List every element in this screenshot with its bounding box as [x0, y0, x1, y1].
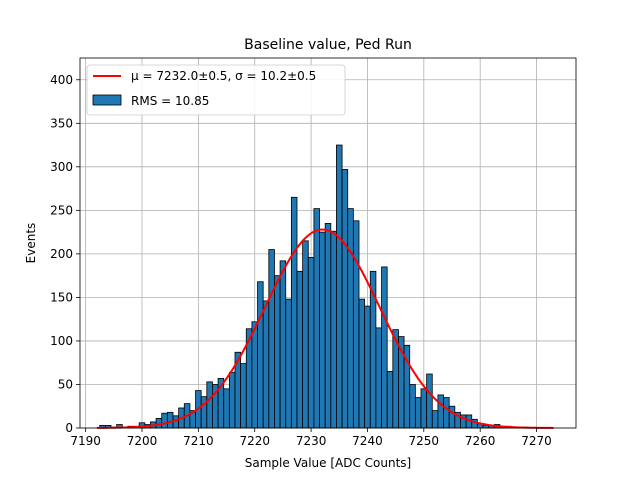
x-tick-label: 7200: [127, 434, 158, 448]
x-tick-label: 7270: [521, 434, 552, 448]
histogram-bar: [285, 298, 292, 429]
y-tick-label: 200: [50, 247, 73, 261]
histogram-bar: [206, 381, 213, 429]
histogram-bar: [313, 208, 320, 429]
histogram-bar: [431, 410, 439, 429]
x-tick-label: 7190: [70, 434, 101, 448]
x-tick-label: 7250: [409, 434, 440, 448]
histogram-bar: [251, 321, 258, 429]
histogram-bar: [240, 363, 247, 429]
histogram-bar: [166, 411, 174, 429]
histogram-bar: [336, 144, 343, 429]
histogram-bar: [279, 260, 287, 429]
histogram-bar: [161, 412, 168, 429]
x-tick-label: 7210: [183, 434, 214, 448]
plot-frame: [79, 57, 577, 429]
histogram-bar: [228, 371, 236, 429]
histogram-bar: [364, 305, 371, 429]
x-tick-label: 7220: [239, 434, 270, 448]
legend: μ = 7232.0±0.5, σ = 10.2±0.5 RMS = 10.85: [86, 64, 346, 116]
histogram-bar: [358, 298, 366, 429]
histogram-bar: [302, 240, 309, 429]
gaussian-fit-curve: [96, 228, 554, 429]
histogram-bar: [347, 208, 354, 429]
y-tick-label: 300: [50, 160, 73, 174]
x-tick-label: 7230: [296, 434, 327, 448]
y-tick-label: 50: [58, 377, 73, 391]
histogram-bar: [257, 281, 264, 429]
histogram-bar: [223, 388, 230, 429]
legend-rms-label: RMS = 10.85: [131, 94, 209, 108]
histogram-bar: [296, 270, 304, 429]
x-tick-label: 7260: [465, 434, 496, 448]
legend-fit-label: μ = 7232.0±0.5, σ = 10.2±0.5: [131, 69, 316, 83]
histogram-bar: [330, 230, 337, 429]
histogram-bar: [409, 384, 416, 429]
histogram-bar: [290, 196, 298, 429]
x-axis-ticks: 7190 7200 7210 7220 7230 7240 7250 7260 7270: [70, 428, 552, 448]
y-tick-label: 0: [65, 421, 73, 435]
y-tick-label: 100: [50, 334, 73, 348]
y-tick-label: 400: [50, 73, 73, 87]
histogram-bar: [414, 397, 422, 429]
legend-histogram-swatch: [92, 94, 122, 106]
chart-title: Baseline value, Ped Run: [244, 37, 412, 53]
histogram-bar: [274, 275, 281, 429]
histogram-bar: [324, 223, 332, 429]
histogram-bar: [341, 169, 349, 429]
x-axis-label: Sample Value [ADC Counts]: [245, 456, 411, 470]
histogram-bar: [381, 266, 388, 429]
histogram-bar: [352, 220, 360, 429]
y-tick-label: 250: [50, 203, 73, 217]
histogram-bar: [307, 256, 315, 429]
y-tick-label: 150: [50, 290, 73, 304]
histogram-bar: [448, 405, 456, 429]
histogram-bar: [268, 249, 275, 429]
x-tick-label: 7240: [352, 434, 383, 448]
histogram-bar: [420, 388, 428, 429]
histogram-bar: [262, 300, 270, 429]
y-axis-label: Events: [24, 223, 38, 264]
histogram-bar: [386, 371, 394, 429]
histogram-bar: [426, 373, 433, 429]
histogram-bar: [437, 394, 444, 429]
y-axis-ticks: 0 50 100 150 200 250 300 350 400: [50, 73, 80, 435]
legend-box: [86, 64, 346, 116]
histogram-bar: [319, 231, 326, 429]
histogram-bar: [375, 327, 382, 429]
histogram-bar: [443, 397, 450, 429]
y-tick-label: 350: [50, 116, 73, 130]
